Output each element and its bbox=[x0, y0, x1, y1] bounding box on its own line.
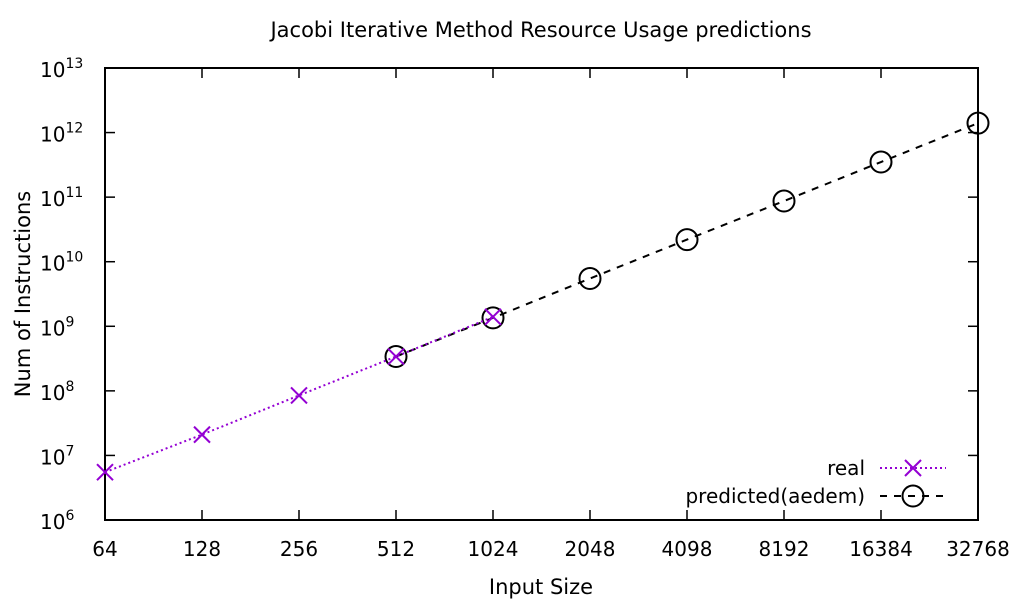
x-tick-label: 128 bbox=[183, 537, 221, 561]
y-tick-label: 108 bbox=[40, 379, 74, 405]
y-tick-label: 1011 bbox=[40, 185, 83, 211]
x-tick-label: 2048 bbox=[565, 537, 616, 561]
data-point bbox=[578, 266, 602, 290]
x-tick-label: 4098 bbox=[662, 537, 713, 561]
x-marker-stroke bbox=[290, 386, 308, 405]
data-point bbox=[290, 386, 308, 405]
chart-title: Jacobi Iterative Method Resource Usage p… bbox=[268, 18, 811, 42]
x-tick-label: 256 bbox=[280, 537, 318, 561]
series-0 bbox=[96, 308, 502, 481]
x-tick-label: 32768 bbox=[946, 537, 1010, 561]
data-point bbox=[966, 111, 990, 135]
y-axis-ticks: 106 107 108 109 1010 1011 1012 1013 bbox=[40, 56, 978, 534]
x-marker-stroke bbox=[96, 463, 114, 481]
data-point bbox=[387, 347, 405, 366]
legend: real predicted(aedem) bbox=[685, 456, 946, 508]
data-point bbox=[96, 463, 114, 481]
legend-label: predicted(aedem) bbox=[685, 484, 865, 508]
data-point bbox=[193, 425, 211, 444]
x-tick-label: 512 bbox=[377, 537, 415, 561]
data-point bbox=[384, 345, 408, 369]
x-marker-stroke bbox=[484, 308, 502, 326]
y-axis-label: Num of Instructions bbox=[11, 191, 35, 397]
y-tick-label: 1010 bbox=[40, 250, 83, 276]
x-tick-label: 16384 bbox=[849, 537, 913, 561]
circle-marker bbox=[772, 189, 796, 213]
circle-marker bbox=[901, 484, 925, 508]
y-tick-label: 106 bbox=[40, 508, 74, 534]
circle-marker bbox=[869, 150, 893, 174]
data-point bbox=[869, 150, 893, 174]
data-point bbox=[675, 228, 699, 252]
y-tick-label: 107 bbox=[40, 443, 74, 469]
series-1 bbox=[384, 111, 990, 369]
x-tick-label: 64 bbox=[92, 537, 117, 561]
x-tick-label: 1024 bbox=[468, 537, 519, 561]
circle-marker bbox=[384, 345, 408, 369]
x-axis-label: Input Size bbox=[489, 575, 593, 599]
series-layer bbox=[96, 111, 990, 481]
circle-marker bbox=[966, 111, 990, 135]
legend-label: real bbox=[827, 456, 865, 480]
circle-marker bbox=[481, 306, 505, 330]
x-axis-ticks: 64 128 256 512 1024 2048 4098 8192 16384 32768 bbox=[92, 68, 1010, 561]
circle-marker bbox=[578, 266, 602, 290]
data-point bbox=[484, 308, 502, 326]
legend-marker bbox=[901, 484, 925, 508]
y-tick-label: 1012 bbox=[40, 121, 83, 147]
legend-marker bbox=[904, 459, 922, 477]
plot-frame bbox=[104, 67, 979, 521]
y-tick-label: 109 bbox=[40, 314, 74, 340]
data-point bbox=[481, 306, 505, 330]
circle-marker bbox=[675, 228, 699, 252]
x-marker-stroke bbox=[904, 459, 922, 477]
x-tick-label: 8192 bbox=[759, 537, 810, 561]
x-marker-stroke bbox=[387, 347, 405, 366]
x-marker-stroke bbox=[193, 425, 211, 444]
y-tick-label: 1013 bbox=[40, 56, 83, 82]
data-point bbox=[772, 189, 796, 213]
